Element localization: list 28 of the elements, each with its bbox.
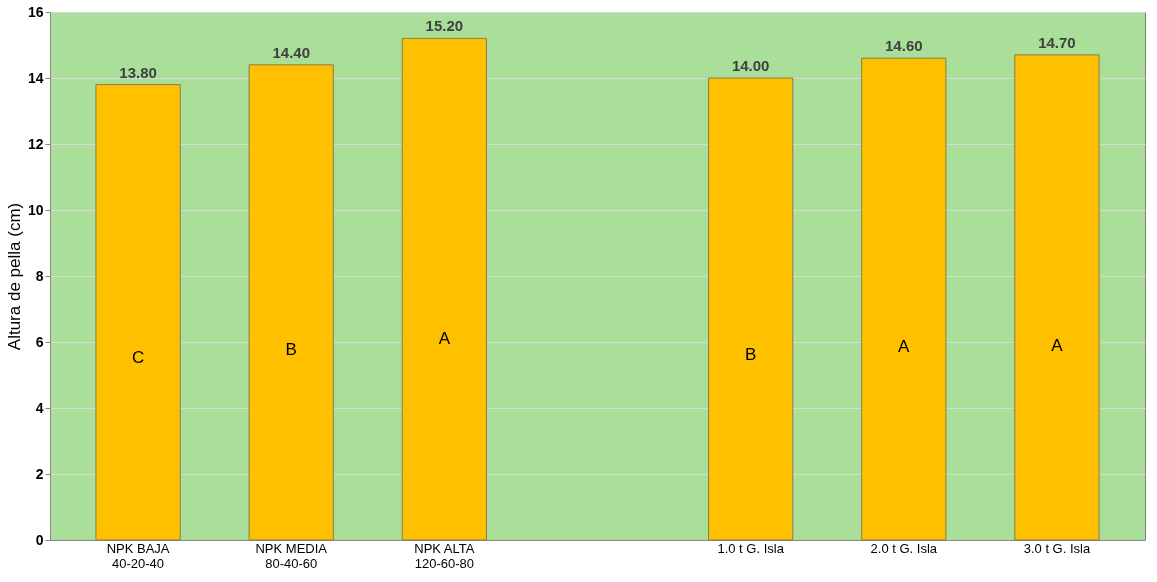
x-tick-label: NPK ALTA 120-60-80 (414, 540, 475, 571)
y-tick-label: 8 (35, 267, 44, 284)
x-tick-label: NPK BAJA 40-20-40 (106, 540, 170, 571)
x-tick-label: NPK MEDIA 80-40-60 (255, 540, 328, 571)
y-tick-label: 2 (35, 465, 44, 482)
y-tick-label: 4 (35, 399, 44, 416)
data-label: 14.40 (272, 43, 310, 61)
annotation: A (898, 337, 911, 357)
y-axis-title: Altura de pella (cm) (4, 202, 24, 351)
y-tick-label: 0 (35, 531, 44, 548)
y-tick-label: 6 (35, 333, 44, 350)
annotation: C (131, 347, 145, 367)
annotation: A (1051, 335, 1064, 355)
data-label: 14.60 (885, 37, 923, 55)
data-label: 14.70 (1038, 33, 1076, 51)
data-label: 13.80 (119, 63, 157, 81)
y-tick-label: 12 (27, 135, 44, 152)
x-tick-label: 1.0 t G. Isla (717, 540, 785, 556)
data-label: 15.20 (425, 17, 464, 35)
annotation: A (438, 329, 451, 349)
x-tick-label: 3.0 t G. Isla (1023, 540, 1091, 556)
data-label: 14.00 (731, 57, 770, 74)
y-tick-label: 10 (27, 201, 44, 218)
y-tick-label: 16 (27, 3, 44, 20)
annotation: B (744, 345, 757, 365)
x-tick-label: 2.0 t G. Isla (870, 540, 938, 556)
y-tick-label: 14 (27, 69, 44, 86)
annotation: B (285, 339, 297, 359)
